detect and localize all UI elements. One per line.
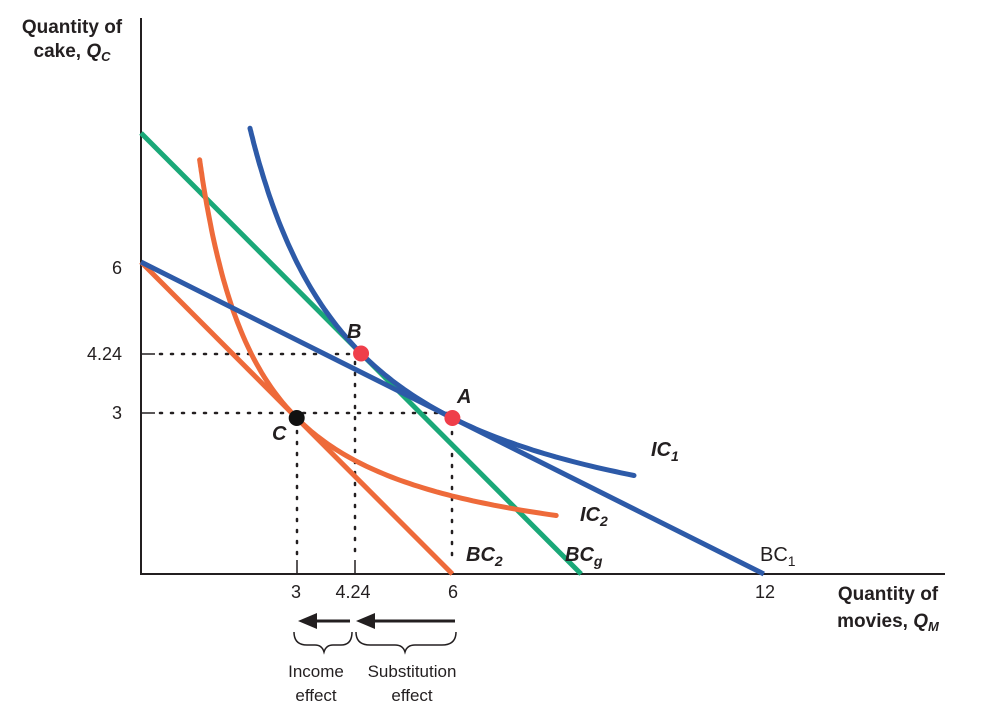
x-axis-title-line1: Quantity of: [838, 584, 939, 605]
point-c: [288, 410, 305, 426]
substitution-arrowhead: [356, 613, 375, 629]
x-tick-label: 3: [291, 582, 301, 602]
income-effect-label-line2: effect: [295, 686, 337, 705]
income-arrowhead: [298, 613, 317, 629]
point-c-label: C: [272, 423, 287, 445]
substitution-effect-label-line2: effect: [391, 686, 433, 705]
point-b: [353, 345, 370, 362]
x-axis-title-line2: movies, QM: [837, 611, 940, 634]
x-tick-label: 6: [448, 582, 458, 602]
income-effect-label-line1: Income: [288, 662, 344, 681]
y-axis-title-line2: cake, QC: [34, 41, 112, 64]
point-a-label: A: [456, 386, 471, 408]
bcg-label: BCg: [565, 544, 603, 569]
bc2-label: BC2: [466, 544, 503, 569]
point-a: [444, 410, 461, 426]
bc1-label: BC1: [760, 544, 796, 569]
y-tick-label: 4.24: [87, 344, 122, 364]
income-brace: [293, 631, 353, 655]
substitution-brace: [355, 631, 457, 655]
ic1-label: IC1: [651, 439, 679, 464]
substitution-effect-label-line1: Substitution: [368, 662, 457, 681]
point-b-label: B: [347, 321, 361, 343]
y-axis-title-line1: Quantity of: [22, 17, 123, 38]
indifference-curve-ic2: [197, 157, 559, 518]
x-tick-label: 4.24: [335, 582, 370, 602]
y-tick-label: 6: [112, 258, 122, 278]
y-tick-label: 3: [112, 403, 122, 423]
ic2-label: IC2: [580, 504, 608, 529]
indifference-curve-ic1: [247, 125, 637, 478]
x-tick-label: 12: [755, 582, 775, 602]
